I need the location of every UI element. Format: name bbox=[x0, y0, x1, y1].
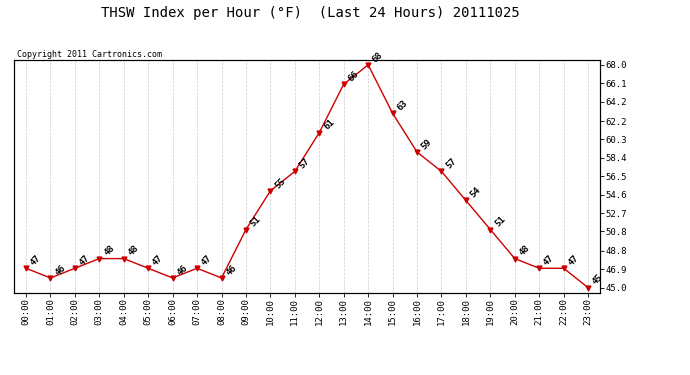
Text: 47: 47 bbox=[78, 254, 92, 267]
Text: 47: 47 bbox=[566, 254, 580, 267]
Text: 47: 47 bbox=[151, 254, 165, 267]
Text: 46: 46 bbox=[175, 263, 189, 277]
Text: Copyright 2011 Cartronics.com: Copyright 2011 Cartronics.com bbox=[17, 50, 161, 59]
Text: 63: 63 bbox=[395, 99, 409, 112]
Text: 46: 46 bbox=[53, 263, 67, 277]
Text: THSW Index per Hour (°F)  (Last 24 Hours) 20111025: THSW Index per Hour (°F) (Last 24 Hours)… bbox=[101, 6, 520, 20]
Text: 47: 47 bbox=[200, 254, 214, 267]
Text: 45: 45 bbox=[591, 273, 605, 287]
Text: 51: 51 bbox=[248, 215, 263, 229]
Text: 66: 66 bbox=[346, 69, 360, 84]
Text: 47: 47 bbox=[29, 254, 43, 267]
Text: 68: 68 bbox=[371, 50, 385, 64]
Text: 47: 47 bbox=[542, 254, 556, 267]
Text: 59: 59 bbox=[420, 137, 434, 151]
Text: 46: 46 bbox=[224, 263, 238, 277]
Text: 55: 55 bbox=[273, 176, 287, 190]
Text: 48: 48 bbox=[518, 244, 531, 258]
Text: 57: 57 bbox=[444, 157, 458, 171]
Text: 48: 48 bbox=[126, 244, 141, 258]
Text: 51: 51 bbox=[493, 215, 507, 229]
Text: 48: 48 bbox=[102, 244, 116, 258]
Text: 57: 57 bbox=[297, 157, 312, 171]
Text: 54: 54 bbox=[469, 186, 482, 200]
Text: 61: 61 bbox=[322, 118, 336, 132]
